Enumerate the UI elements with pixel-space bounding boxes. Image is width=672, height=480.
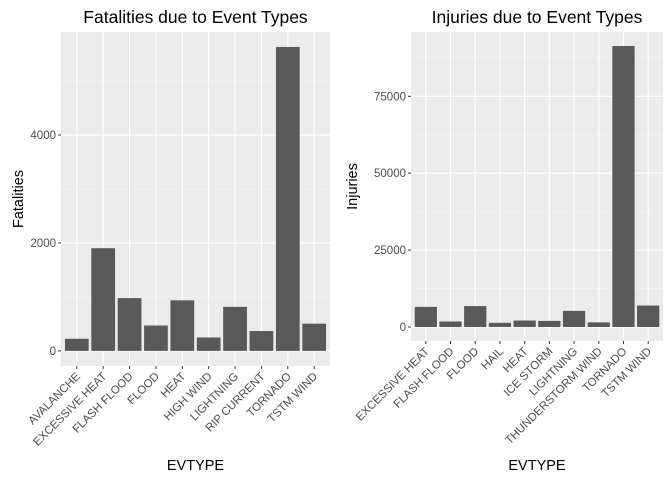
bar-excessive-heat [91, 248, 116, 351]
bar-tornado [612, 46, 635, 327]
bar-tornado [275, 46, 300, 351]
y-tick-label: 2000 [30, 238, 56, 250]
bar-tstm-wind [302, 323, 327, 351]
y-tick-label: 0 [400, 322, 406, 334]
bars [414, 46, 660, 327]
bar-high-wind [196, 337, 221, 351]
bar-thunderstorm-wind [587, 322, 610, 327]
bar-ice-storm [538, 320, 561, 327]
bar-lightning [562, 310, 586, 327]
y-tick-label: 4000 [30, 130, 56, 142]
y-tick-label: 50000 [374, 168, 406, 180]
bar-heat [513, 320, 536, 327]
chart-title: Injuries due to Event Types [432, 7, 643, 27]
bar-lightning [223, 306, 247, 351]
bar-avalanche [64, 338, 89, 351]
bar-excessive-heat [414, 306, 437, 327]
bar-heat [170, 300, 195, 351]
bar-rip-current [249, 331, 274, 351]
x-axis-title: EVTYPE [167, 458, 225, 474]
y-axis: 0 2000 4000 [30, 130, 61, 358]
bar-flash-flood [117, 298, 142, 351]
bar-flash-flood [439, 321, 462, 327]
bar-flood [144, 325, 168, 351]
y-tick-label: 0 [50, 346, 56, 358]
y-axis-title: Injuries [345, 163, 361, 210]
bar-flood [464, 306, 487, 327]
y-tick-label: 25000 [374, 245, 406, 257]
y-axis: 0 25000 50000 75000 [374, 91, 411, 334]
y-tick-label: 75000 [374, 91, 406, 103]
bars [64, 46, 327, 351]
bar-tstm-wind [637, 305, 660, 327]
y-axis-title: Fatalities [11, 170, 27, 228]
bar-hail [488, 322, 512, 327]
chart-title: Fatalities due to Event Types [83, 7, 308, 27]
x-axis-title: EVTYPE [508, 458, 566, 474]
